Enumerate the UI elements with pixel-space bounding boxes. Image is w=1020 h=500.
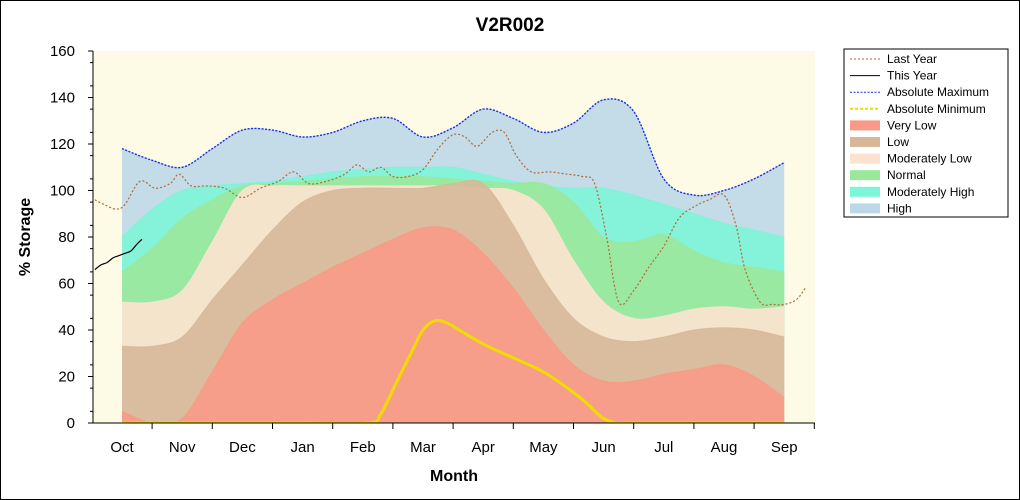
legend-label-absolute-minimum: Absolute Minimum — [887, 102, 986, 116]
x-tick-label: Dec — [229, 439, 256, 456]
x-tick-label: Apr — [472, 439, 495, 456]
band-edge-low — [121, 179, 785, 348]
legend-swatch-moderately-low — [850, 153, 880, 164]
axes-layer: 0 20 40 60 80 100 120 140 160 Oct Nov Dec Jan Feb Mar A… — [50, 43, 815, 456]
legend-label-moderately-high: Moderately High — [887, 185, 974, 199]
series-absolute-maximum — [121, 98, 785, 197]
x-tick-label: Oct — [110, 439, 134, 456]
y-tick-label: 120 — [50, 136, 75, 153]
y-tick-label: 60 — [58, 276, 75, 293]
legend-swatch-moderately-high — [850, 186, 880, 197]
x-tick-label: Jan — [291, 439, 315, 456]
x-tick-label: May — [529, 439, 558, 456]
x-tick-label: Feb — [350, 439, 376, 456]
legend: Last Year This Year Absolute Maximum Absolu… — [843, 48, 1009, 218]
x-tick-label: Sep — [771, 439, 798, 456]
legend-label-this-year: This Year — [887, 69, 937, 83]
legend-label-moderately-low: Moderately Low — [887, 152, 972, 166]
series-last-year — [94, 129, 806, 306]
y-tick-label: 140 — [50, 90, 75, 107]
legend-label-last-year: Last Year — [887, 52, 937, 66]
legend-swatch-normal — [850, 170, 880, 181]
x-axis-label: Month — [430, 468, 478, 485]
y-axis-label: % Storage — [17, 198, 34, 276]
series-absolute-minimum — [122, 318, 785, 423]
band-edge-moderately-high — [121, 166, 785, 238]
series-layer — [94, 98, 806, 423]
legend-label-low: Low — [887, 135, 909, 149]
band-layer — [121, 98, 785, 423]
legend-label-normal: Normal — [887, 168, 926, 182]
y-tick-label: 40 — [58, 322, 75, 339]
x-tick-label: Jun — [592, 439, 616, 456]
legend-swatch-high — [850, 203, 880, 214]
legend-swatch-low — [850, 137, 880, 147]
legend-swatch-very-low — [850, 120, 880, 131]
band-edge-very-low — [121, 226, 785, 423]
legend-label-absolute-maximum: Absolute Maximum — [887, 85, 989, 99]
x-tick-label: Jul — [654, 439, 673, 456]
x-tick-label: Aug — [711, 439, 738, 456]
legend-label-high: High — [887, 201, 912, 215]
band-edge-normal — [121, 175, 785, 273]
x-tick-label: Nov — [169, 439, 196, 456]
legend-label-very-low: Very Low — [887, 118, 937, 132]
chart-title: V2R002 — [476, 15, 545, 36]
y-tick-label: 80 — [58, 229, 75, 246]
y-tick-label: 20 — [58, 369, 75, 386]
x-tick-label: Mar — [410, 439, 436, 456]
y-tick-label: 100 — [50, 183, 75, 200]
series-this-year — [94, 238, 143, 271]
y-tick-label: 0 — [67, 415, 75, 432]
y-tick-label: 160 — [50, 43, 75, 60]
